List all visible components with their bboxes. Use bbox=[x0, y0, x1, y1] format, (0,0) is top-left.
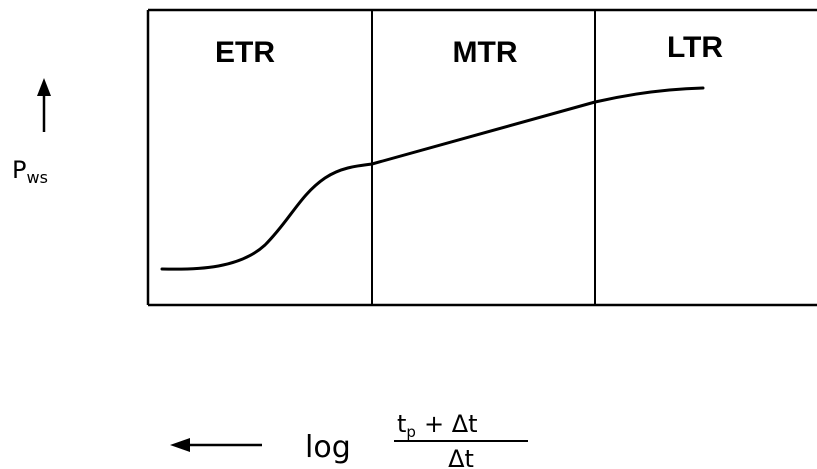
pressure-buildup-curve bbox=[160, 86, 705, 271]
numerator-plus-delta-t: + Δt bbox=[424, 410, 478, 438]
x-axis-numerator: tp + Δt bbox=[397, 410, 478, 441]
y-axis-symbol: P bbox=[12, 156, 26, 184]
y-axis-arrow-icon bbox=[37, 78, 51, 132]
x-axis-log-label: log bbox=[305, 430, 351, 465]
y-axis-label: Pws bbox=[12, 156, 48, 187]
y-axis-subscript: ws bbox=[26, 168, 47, 187]
region-label-mtr: MTR bbox=[453, 36, 518, 69]
plot-frame bbox=[146, 8, 817, 307]
region-label-ltr: LTR bbox=[667, 31, 723, 64]
region-label-etr: ETR bbox=[215, 36, 275, 69]
numerator-t: t bbox=[397, 410, 406, 438]
numerator-subscript-p: p bbox=[406, 423, 416, 441]
x-axis-arrow-icon bbox=[170, 438, 262, 452]
x-axis-denominator: Δt bbox=[448, 445, 474, 469]
region-dividers bbox=[371, 10, 596, 305]
